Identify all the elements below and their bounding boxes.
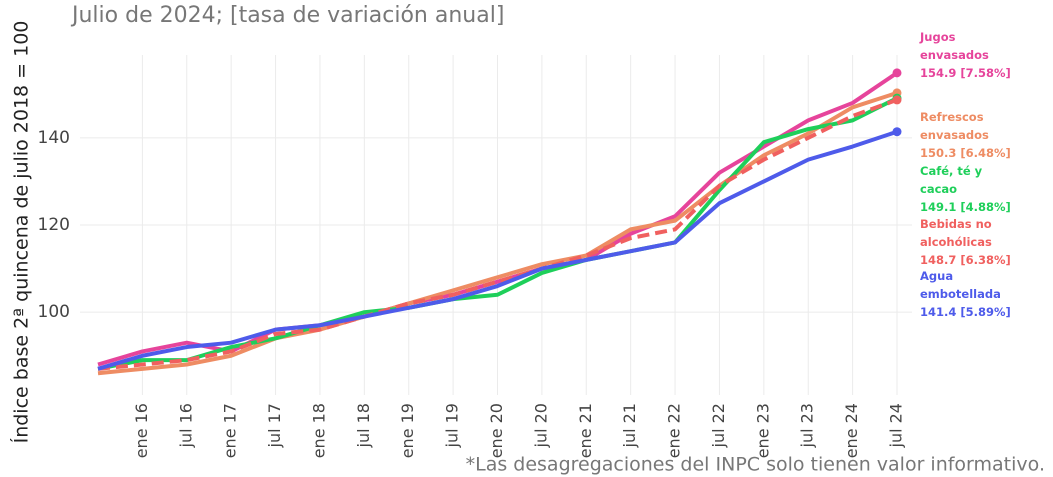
y-tick-label: 100 <box>38 302 70 322</box>
y-tick-label: 140 <box>38 128 70 148</box>
footnote: *Las desagregaciones del INPC solo tiene… <box>466 454 1045 476</box>
legend-entry: Refrescos envasados <box>920 110 989 142</box>
x-tick-label: ene 23 <box>753 403 772 458</box>
x-tick-label: jul 23 <box>798 403 817 448</box>
x-tick-label: ene 22 <box>665 403 684 458</box>
x-tick-label: ene 19 <box>398 403 417 458</box>
x-tick-label: ene 21 <box>576 403 595 458</box>
legend-entry: Jugos envasados <box>920 30 989 62</box>
x-tick-label: jul 20 <box>531 403 550 448</box>
end-point <box>892 127 902 137</box>
x-tick-label: jul 21 <box>620 403 639 448</box>
end-label: Refrescos envasados 150.3 [6.48%] <box>920 108 1020 162</box>
x-tick-label: jul 17 <box>265 403 284 448</box>
x-tick-label: ene 24 <box>842 403 861 458</box>
value-label: 150.3 [6.48%] <box>920 146 1011 160</box>
value-label: 149.1 [4.88%] <box>920 200 1011 214</box>
x-tick-label: ene 16 <box>132 403 151 458</box>
legend-entry: Agua embotellada <box>920 269 1001 301</box>
series-line <box>97 98 898 371</box>
end-label: Café, té y cacao 149.1 [4.88%] <box>920 162 1020 216</box>
x-tick-label: ene 18 <box>309 403 328 458</box>
legend-entry: Bebidas no alcohólicas <box>920 217 992 249</box>
x-tick-label: jul 22 <box>709 403 728 448</box>
series-line <box>97 96 898 371</box>
end-label: Jugos envasados 154.9 [7.58%] <box>920 28 1020 82</box>
x-tick-label: jul 18 <box>354 403 373 448</box>
legend-entry: Café, té y cacao <box>920 164 983 196</box>
series-line <box>97 129 898 371</box>
x-tick-label: jul 19 <box>443 403 462 448</box>
value-label: 148.7 [6.38%] <box>920 253 1011 267</box>
end-point <box>892 95 902 105</box>
series-line <box>97 91 898 376</box>
end-point <box>892 68 902 78</box>
value-label: 154.9 [7.58%] <box>920 66 1011 80</box>
x-tick-label: ene 20 <box>487 403 506 458</box>
end-label: Agua embotellada 141.4 [5.89%] <box>920 267 1020 321</box>
x-tick-label: jul 16 <box>176 403 195 448</box>
end-label: Bebidas no alcohólicas 148.7 [6.38%] <box>920 215 1020 269</box>
x-tick-label: jul 24 <box>887 403 906 448</box>
value-label: 141.4 [5.89%] <box>920 305 1011 319</box>
chart-title: Julio de 2024; [tasa de variación anual] <box>70 3 504 28</box>
x-tick-label: ene 17 <box>221 403 240 458</box>
y-axis-label: Índice base 2ª quincena de julio 2018 = … <box>10 21 33 444</box>
y-tick-label: 120 <box>38 215 70 235</box>
